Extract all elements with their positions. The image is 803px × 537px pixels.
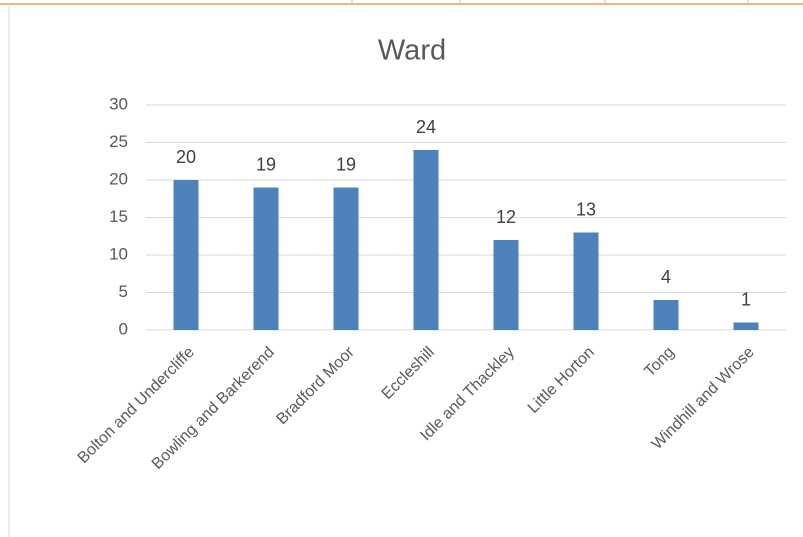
y-tick-label: 0 — [119, 319, 128, 338]
y-tick-label: 20 — [109, 169, 128, 188]
bar — [493, 240, 519, 330]
data-label: 1 — [741, 289, 751, 309]
bar — [413, 150, 439, 330]
data-label: 12 — [496, 207, 516, 227]
data-label: 13 — [576, 199, 596, 219]
bar — [653, 300, 679, 330]
y-tick-label: 15 — [109, 207, 128, 226]
y-tick-label: 5 — [119, 282, 128, 301]
data-label: 19 — [256, 154, 276, 174]
data-label: 4 — [661, 267, 671, 287]
bar — [333, 187, 359, 330]
data-label: 19 — [336, 154, 356, 174]
y-tick-label: 10 — [109, 244, 128, 263]
bar — [253, 187, 279, 330]
bar — [573, 232, 599, 330]
data-label: 24 — [416, 117, 436, 137]
data-label: 20 — [176, 147, 196, 167]
chart-title: Ward — [378, 35, 446, 67]
y-tick-label: 30 — [109, 94, 128, 113]
y-tick-label: 25 — [109, 132, 128, 151]
bar — [733, 322, 759, 330]
bar — [173, 180, 199, 330]
